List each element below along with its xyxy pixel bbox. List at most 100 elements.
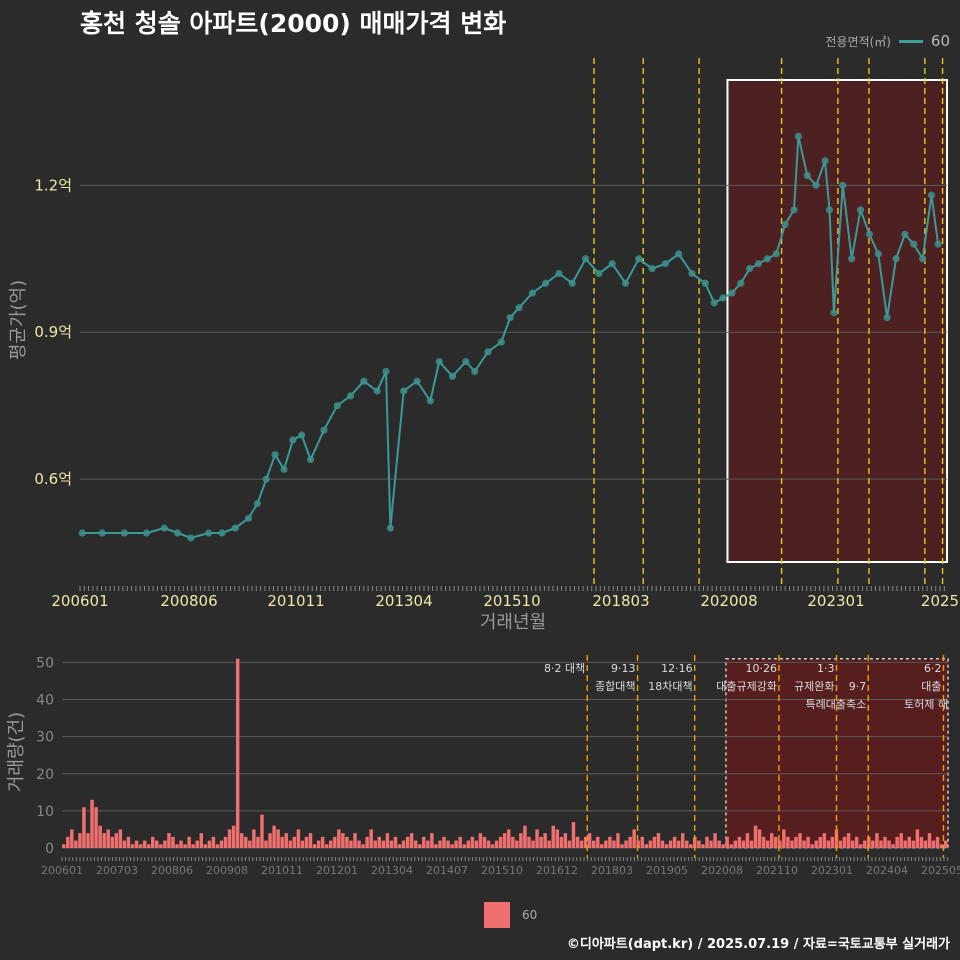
volume-bar — [98, 825, 102, 848]
price-point — [333, 402, 341, 410]
volume-bar — [543, 833, 547, 848]
annotation-label: 규제완화 — [794, 680, 834, 693]
volume-bar — [608, 836, 612, 848]
volume-bar — [446, 840, 450, 848]
volume-bar — [482, 836, 487, 848]
volume-bar — [227, 829, 232, 848]
volume-bar — [300, 840, 305, 848]
x-tick-label: 202301 — [807, 592, 864, 610]
y-tick-label: 0.6억 — [34, 470, 72, 488]
volume-bar — [624, 840, 628, 848]
x-tick-label: 200601 — [41, 864, 83, 877]
volume-bar — [179, 840, 183, 848]
volume-bar — [769, 833, 774, 848]
volume-bar — [478, 833, 483, 848]
legend-bottom-label: 60 — [522, 908, 538, 922]
volume-bar — [312, 844, 317, 848]
annotation-label: 12·16 — [661, 662, 693, 675]
y-tick-label: 1.2억 — [34, 176, 72, 194]
y-tick-label: 10 — [36, 804, 54, 820]
volume-bar — [810, 844, 814, 848]
volume-chart: 0 10 20 30 40 50 8·2 대책 9·13 종합대책 12·16 18차대책 10·26… — [6, 655, 960, 877]
volume-bar — [640, 836, 644, 848]
volume-bar — [604, 840, 608, 848]
volume-bar — [911, 840, 916, 848]
volume-bar — [474, 840, 479, 848]
volume-bar — [418, 844, 422, 848]
volume-bar — [915, 829, 920, 848]
volume-bar — [875, 833, 879, 848]
volume-bar — [142, 840, 147, 848]
volume-bar — [264, 840, 268, 848]
volume-bar — [879, 840, 883, 848]
volume-bar — [272, 825, 276, 848]
price-point — [568, 279, 576, 287]
volume-bar — [333, 836, 337, 848]
price-point — [803, 171, 811, 180]
volume-bar — [689, 844, 693, 848]
price-point — [781, 220, 789, 229]
volume-bar — [826, 840, 831, 848]
x-tick-label: 2025 — [921, 592, 959, 610]
price-point — [661, 260, 669, 268]
price-point — [253, 500, 261, 508]
y-tick-label: 20 — [36, 767, 54, 783]
volume-bar — [713, 833, 717, 848]
annotation-label: 8·2 대책 — [544, 662, 585, 675]
volume-bar — [405, 836, 410, 848]
volume-bar — [628, 836, 632, 848]
volume-bar — [899, 833, 903, 848]
volume-bar — [167, 833, 171, 848]
volume-bar — [191, 844, 195, 848]
volume-bar — [830, 836, 835, 848]
price-point — [280, 465, 288, 473]
volume-bar — [575, 836, 580, 848]
volume-bar — [753, 825, 758, 848]
legend-title: 전용면적(㎡) — [825, 34, 891, 49]
price-point — [934, 240, 942, 248]
volume-bar — [308, 833, 313, 848]
price-point — [386, 524, 395, 532]
price-point — [675, 250, 683, 258]
volume-bar — [195, 840, 199, 848]
volume-bar — [591, 840, 596, 848]
footer-credit: ©디아파트(dapt.kr) / 2025.07.19 / 자료=국토교통부 실… — [566, 937, 950, 952]
volume-bar — [527, 836, 531, 848]
price-point — [426, 397, 434, 405]
price-point — [737, 279, 745, 287]
price-point — [754, 260, 763, 268]
volume-bar — [159, 844, 163, 848]
volume-bar — [361, 844, 365, 848]
x-tick-label: 201011 — [261, 864, 303, 877]
x-tick-label: 202404 — [866, 864, 908, 877]
volume-bar — [82, 807, 86, 848]
volume-bar — [288, 840, 293, 848]
volume-bar — [377, 836, 382, 848]
price-point — [382, 367, 390, 376]
annotation-label: 대출규제강화 — [716, 680, 777, 693]
x-tick-label: 201201 — [316, 864, 358, 877]
x-tick-label: 201803 — [591, 864, 633, 877]
volume-bar — [385, 833, 390, 848]
x-tick-label: 201510 — [483, 592, 540, 610]
chart-title: 홍천 청솔 아파트(2000) 매매가격 변화 — [80, 9, 507, 38]
price-point — [484, 348, 492, 356]
volume-bar — [806, 836, 810, 848]
legend-top: 전용면적(㎡) 60 — [825, 32, 950, 50]
volume-bar — [583, 836, 588, 848]
price-point — [856, 206, 865, 214]
volume-bar — [248, 840, 252, 848]
volume-bar — [409, 833, 414, 848]
price-point — [78, 529, 86, 537]
volume-bar — [729, 844, 733, 848]
price-point — [790, 206, 798, 214]
price-point — [289, 436, 297, 444]
price-point — [710, 299, 718, 307]
volume-bar — [349, 840, 353, 848]
price-point — [910, 240, 918, 248]
volume-bar — [486, 840, 491, 848]
x-tick-label: 201407 — [426, 864, 468, 877]
price-point — [160, 524, 168, 532]
volume-bar — [118, 829, 123, 848]
volume-bar — [207, 840, 212, 848]
